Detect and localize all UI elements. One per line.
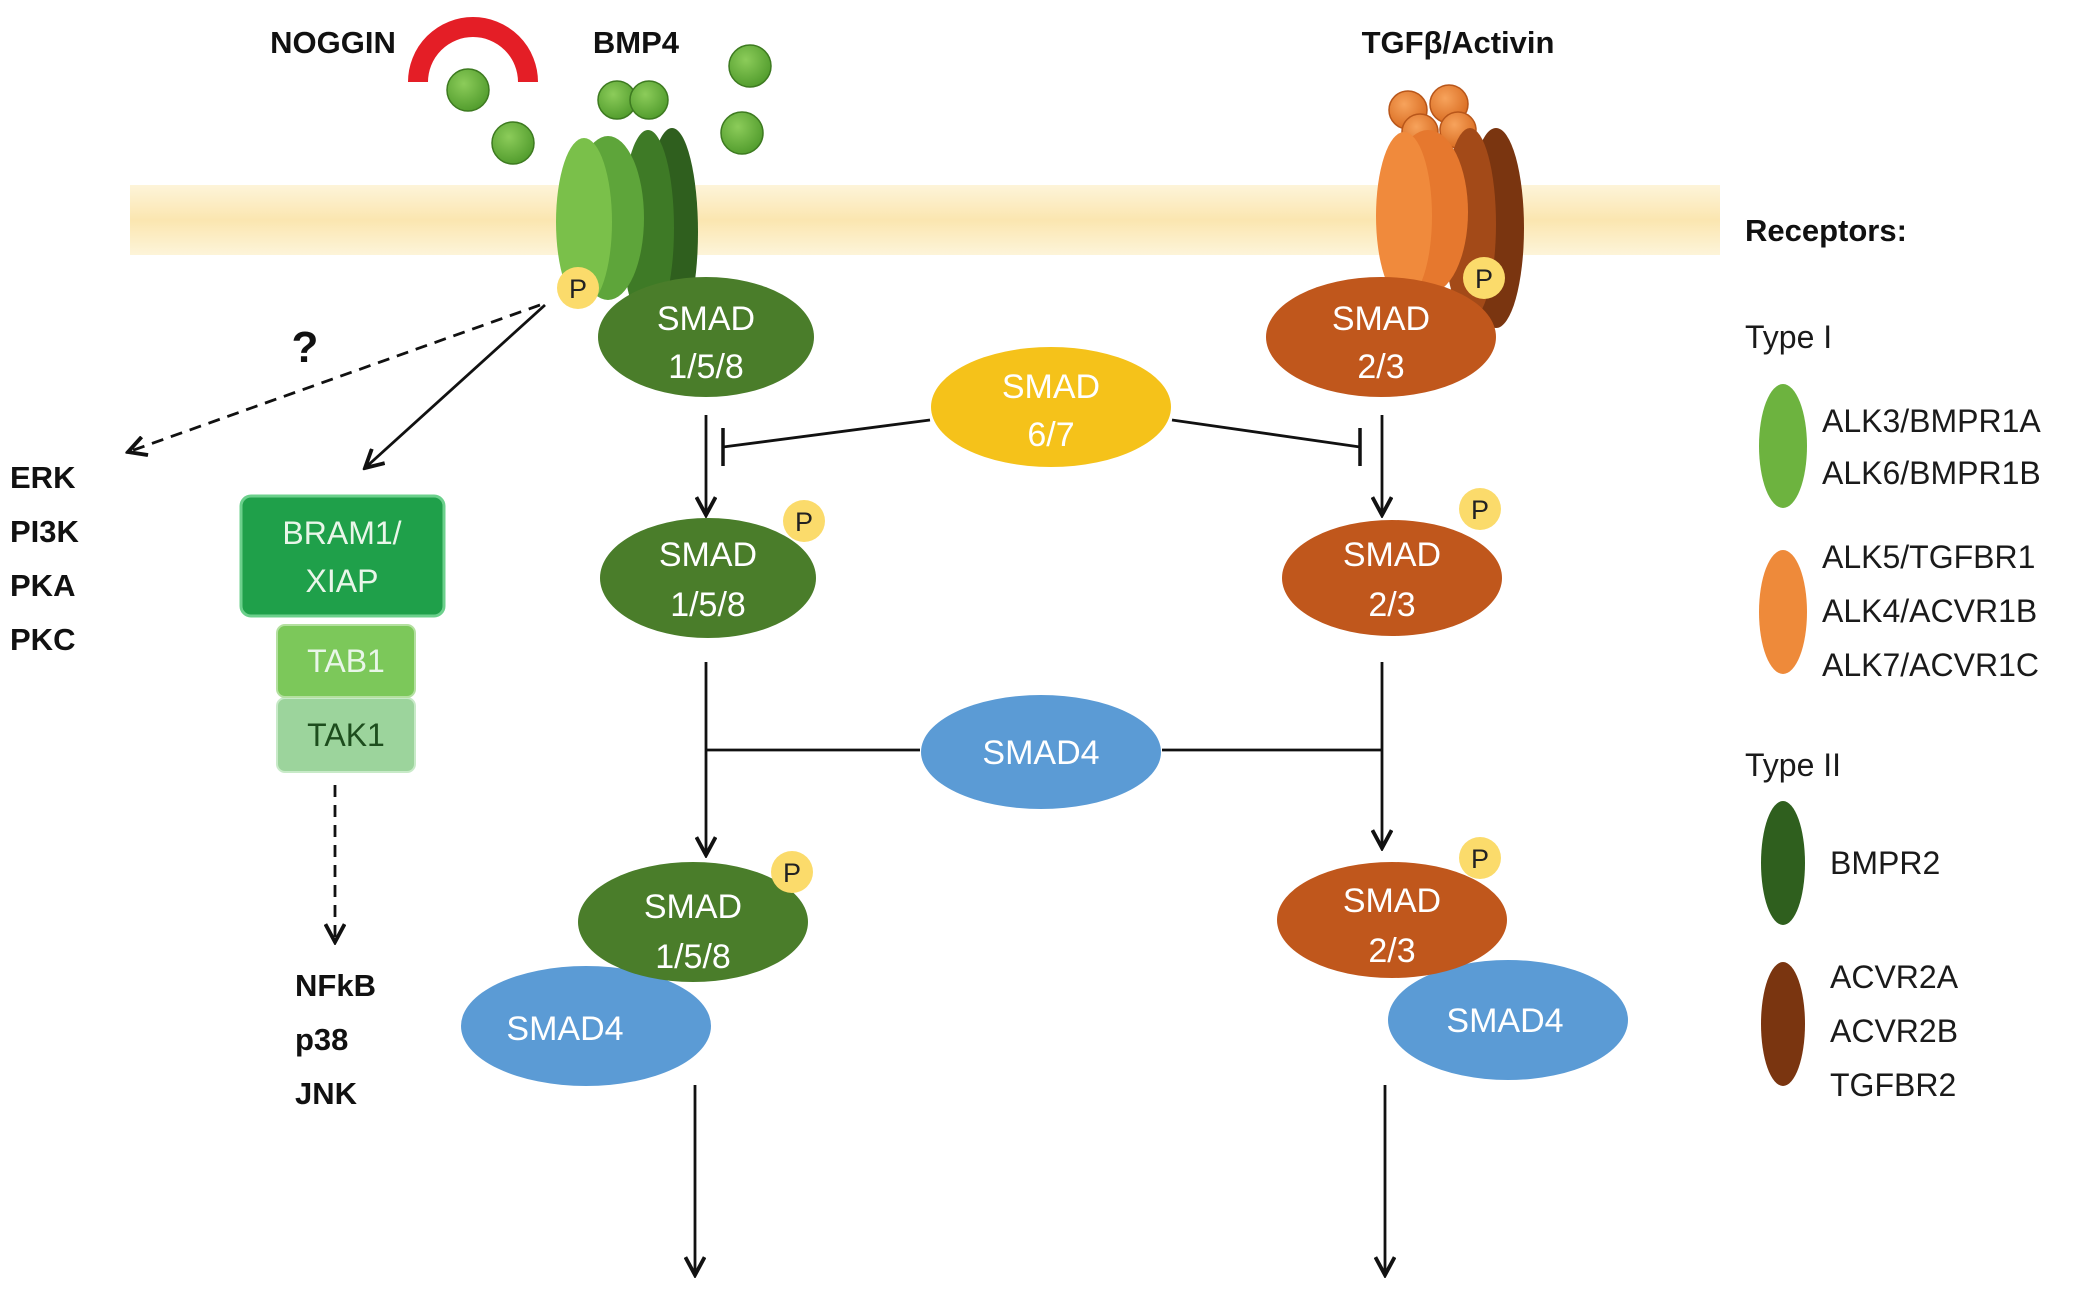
svg-text:P: P [783, 858, 801, 888]
svg-text:2/3: 2/3 [1368, 586, 1415, 624]
legend-swatch-type2-tgf [1761, 962, 1805, 1086]
svg-text:SMAD4: SMAD4 [982, 734, 1099, 772]
receptor-legend: Receptors: Type I ALK3/BMPR1A ALK6/BMPR1… [1745, 213, 2041, 1103]
legend-swatch-type1-bmp [1759, 384, 1807, 508]
svg-text:SMAD: SMAD [1343, 882, 1441, 920]
svg-text:ALK6/BMPR1B: ALK6/BMPR1B [1822, 455, 2041, 491]
svg-text:ALK3/BMPR1A: ALK3/BMPR1A [1822, 403, 2041, 439]
tgfb-activin-label: TGFβ/Activin [1362, 25, 1555, 60]
bmp4-label: BMP4 [593, 25, 680, 60]
svg-text:ACVR2A: ACVR2A [1830, 959, 1959, 995]
svg-text:SMAD: SMAD [644, 888, 742, 926]
svg-text:1/5/8: 1/5/8 [670, 586, 746, 624]
svg-text:P: P [1471, 844, 1489, 874]
phospho-badge: P [557, 267, 599, 309]
svg-text:TGFBR2: TGFBR2 [1830, 1067, 1956, 1103]
tgf-receptor-complex [1376, 128, 1524, 328]
smad158-smad4-complex: SMAD4 SMAD 1/5/8 [461, 862, 808, 1086]
svg-text:SMAD4: SMAD4 [506, 1010, 623, 1048]
svg-text:2/3: 2/3 [1357, 348, 1404, 386]
svg-text:XIAP: XIAP [306, 563, 379, 599]
svg-text:JNK: JNK [295, 1076, 358, 1111]
inhibition-smad67-to-bmp [721, 418, 931, 466]
noggin-arc [408, 17, 538, 83]
smad67-inhibitor: SMAD 6/7 [931, 347, 1171, 467]
svg-text:ALK7/ACVR1C: ALK7/ACVR1C [1822, 647, 2039, 683]
noggin-label: NOGGIN [270, 25, 396, 60]
svg-text:P: P [569, 274, 587, 304]
svg-text:PKA: PKA [10, 568, 75, 603]
legend-title: Receptors: [1745, 213, 1907, 248]
svg-text:SMAD: SMAD [1332, 300, 1430, 338]
svg-text:SMAD: SMAD [657, 300, 755, 338]
phospho-badge: P [1459, 488, 1501, 530]
phospho-badge: P [1459, 837, 1501, 879]
svg-text:ALK4/ACVR1B: ALK4/ACVR1B [1822, 593, 2037, 629]
dashed-arrow-unknown [128, 303, 541, 452]
svg-text:ACVR2B: ACVR2B [1830, 1013, 1958, 1049]
svg-text:BRAM1/: BRAM1/ [282, 515, 401, 551]
smad4-free: SMAD4 [921, 695, 1161, 809]
downstream-target-list: NFkB p38 JNK [295, 968, 376, 1111]
svg-text:BMPR2: BMPR2 [1830, 845, 1940, 881]
smad4-bridge-lines [706, 662, 1382, 855]
svg-text:PKC: PKC [10, 622, 75, 657]
svg-text:2/3: 2/3 [1368, 932, 1415, 970]
phospho-badge: P [771, 851, 813, 893]
legend-swatch-type1-tgf [1759, 550, 1807, 674]
unknown-pathway-mark: ? [292, 323, 319, 372]
svg-text:SMAD: SMAD [1002, 368, 1100, 406]
legend-type1-heading: Type I [1745, 319, 1832, 355]
legend-type2-heading: Type II [1745, 747, 1841, 783]
svg-text:P: P [1471, 495, 1489, 525]
svg-text:SMAD: SMAD [1343, 536, 1441, 574]
smad158-receptor-bound: SMAD 1/5/8 [598, 277, 814, 397]
svg-text:TAK1: TAK1 [307, 717, 385, 753]
svg-text:ERK: ERK [10, 460, 76, 495]
svg-text:PI3K: PI3K [10, 514, 80, 549]
svg-text:6/7: 6/7 [1027, 416, 1074, 454]
tab1-box [276, 624, 416, 698]
phospho-badge: P [1463, 257, 1505, 299]
svg-text:P: P [795, 507, 813, 537]
bmp4-ligands [446, 44, 772, 165]
svg-text:NFkB: NFkB [295, 968, 376, 1003]
adaptor-stack: BRAM1/ XIAP TAB1 TAK1 [239, 494, 446, 773]
svg-text:SMAD: SMAD [659, 536, 757, 574]
svg-text:TAB1: TAB1 [307, 643, 385, 679]
smad23-smad4-complex: SMAD4 SMAD 2/3 [1277, 862, 1628, 1080]
smad23-receptor-bound: SMAD 2/3 [1266, 277, 1496, 397]
legend-swatch-type2-bmp [1761, 801, 1805, 925]
svg-text:SMAD4: SMAD4 [1446, 1002, 1563, 1040]
svg-text:p38: p38 [295, 1022, 348, 1057]
svg-text:1/5/8: 1/5/8 [655, 938, 731, 976]
noncanonical-target-list: ERK PI3K PKA PKC [10, 460, 80, 657]
svg-text:1/5/8: 1/5/8 [668, 348, 744, 386]
inhibition-smad67-to-tgf [1171, 418, 1362, 466]
arrow-to-bram1 [365, 303, 546, 468]
smad23-phosphorylated: SMAD 2/3 [1282, 520, 1502, 636]
bram1-xiap-box [239, 494, 446, 618]
svg-text:ALK5/TGFBR1: ALK5/TGFBR1 [1822, 539, 2035, 575]
smad158-phosphorylated: SMAD 1/5/8 [600, 518, 816, 638]
svg-text:P: P [1475, 264, 1493, 294]
phospho-badge: P [783, 500, 825, 542]
